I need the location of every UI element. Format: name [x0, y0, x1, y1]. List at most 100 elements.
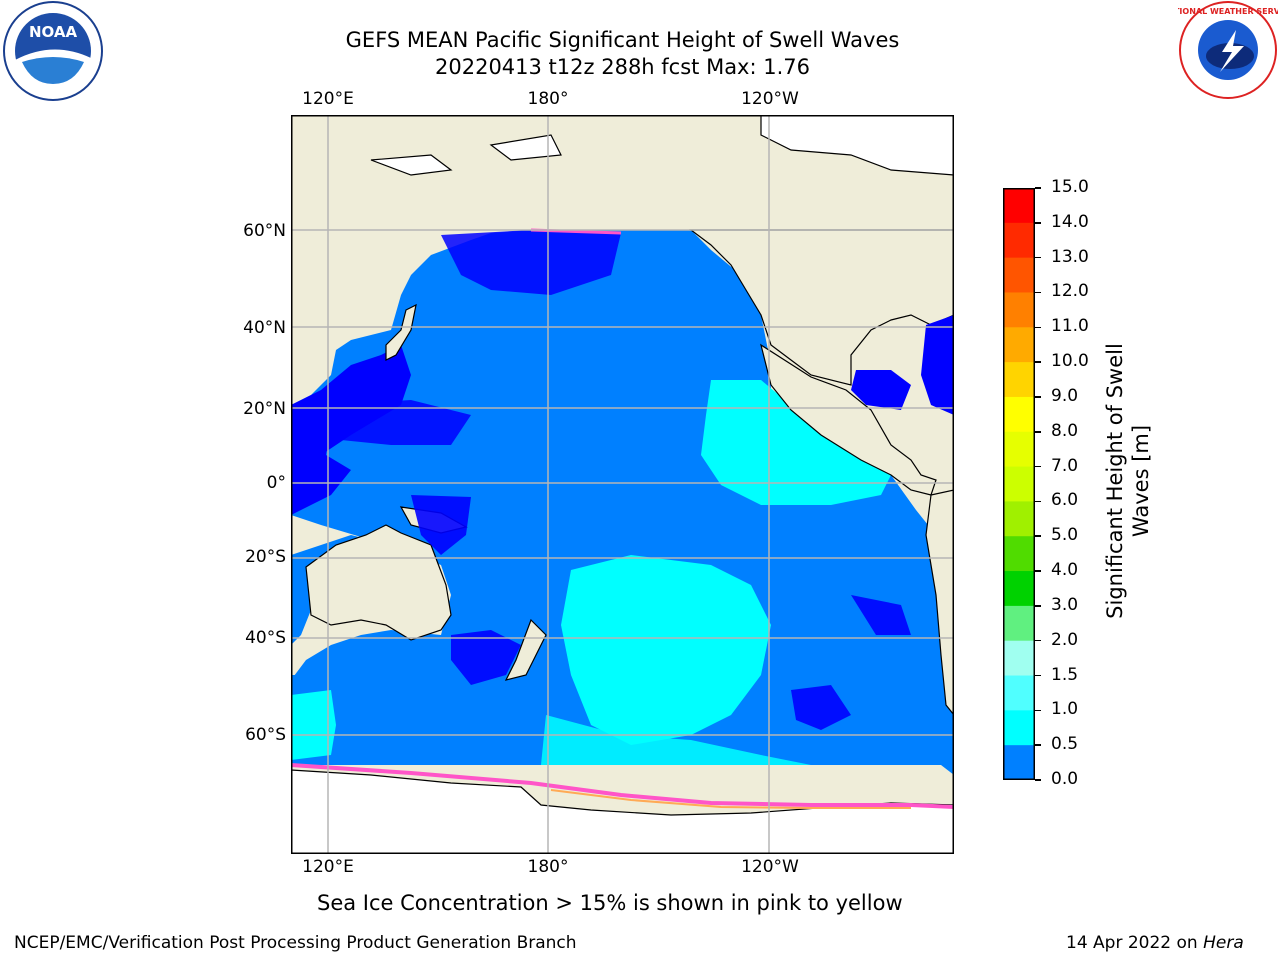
colorbar-tick-mark	[1035, 500, 1041, 503]
map-frame	[291, 115, 954, 854]
nws-logo: NATIONAL WEATHER SERVICE	[1162, 0, 1280, 100]
colorbar-tick-label: 10.0	[1051, 351, 1089, 372]
south-pacific-low	[791, 595, 911, 730]
southwest-swell	[291, 690, 336, 760]
colorbar-swatch	[1003, 466, 1035, 502]
colorbar-tick-label: 7.0	[1051, 455, 1079, 476]
colorbar-swatch	[1003, 745, 1035, 781]
colorbar-swatch	[1003, 605, 1035, 642]
footer-date-machine: 14 Apr 2022 on Hera	[1066, 933, 1244, 953]
colorbar-swatch	[1003, 536, 1035, 572]
colorbar-tick-label: 12.0	[1051, 281, 1089, 302]
colorbar-swatch	[1003, 396, 1035, 433]
colorbar-tick-label: 1.5	[1051, 664, 1079, 685]
colorbar-tick-mark	[1035, 709, 1041, 712]
colorbar-tick-mark	[1035, 674, 1041, 677]
colorbar-tick-label: 13.0	[1051, 246, 1089, 267]
colorbar-tick-label: 9.0	[1051, 385, 1079, 406]
colorbar	[1003, 188, 1035, 781]
lon-label-bottom-120e: 120°E	[302, 857, 354, 877]
colorbar-swatch	[1003, 640, 1035, 677]
atlantic-coast	[921, 315, 954, 415]
central-america-land	[760, 343, 937, 496]
east-pacific-swell	[701, 380, 891, 505]
lat-label-60n: 60°N	[243, 221, 286, 241]
colorbar-tick-label: 11.0	[1051, 316, 1089, 337]
footer-date: 14 Apr 2022 on	[1066, 933, 1198, 953]
colorbar-tick-label: 6.0	[1051, 490, 1079, 511]
colorbar-tick-mark	[1035, 431, 1041, 433]
colorbar-swatches	[1003, 188, 1035, 781]
map-panel	[291, 115, 954, 854]
colorbar-label-line1: Significant Height of Swell	[1103, 343, 1127, 619]
colorbar-tick-mark	[1035, 291, 1041, 294]
coral-sea-low	[411, 495, 471, 555]
footer-branch: NCEP/EMC/Verification Post Processing Pr…	[14, 933, 577, 953]
lon-label-bottom-120w: 120°W	[741, 857, 799, 877]
gulf-of-mexico	[851, 370, 911, 410]
chart-subtitle: 20220413 t12z 288h fcst Max: 1.76	[435, 55, 810, 79]
lon-label-bottom-180: 180°	[527, 857, 569, 877]
colorbar-tick-mark	[1035, 639, 1041, 642]
sea-ice-edge	[291, 763, 954, 809]
indian-ocean	[291, 535, 371, 645]
antarctica-land	[291, 769, 954, 854]
nws-logo-icon: NATIONAL WEATHER SERVICE	[1162, 1, 1280, 99]
colorbar-tick-mark	[1035, 535, 1041, 537]
colorbar-tick-mark	[1035, 465, 1041, 468]
footer-machine: Hera	[1203, 933, 1244, 953]
colorbar-tick-label: 5.0	[1051, 525, 1079, 546]
colorbar-tick-mark	[1035, 605, 1041, 607]
colorbar-tick-label: 0.5	[1051, 734, 1079, 755]
lat-label-40n: 40°N	[243, 318, 286, 338]
colorbar-tick-mark	[1035, 326, 1041, 329]
colorbar-swatch	[1003, 501, 1035, 537]
lat-label-0: 0°	[266, 473, 286, 493]
colorbar-label-line2: Waves [m]	[1129, 424, 1153, 538]
colorbar-tick-mark	[1035, 361, 1041, 363]
south-america-land	[925, 489, 954, 716]
colorbar-ticks: 15.0 14.0 13.0 12.0 11.0 10.0 9.0 8.0 7.0 6.0 5.0 4…	[1035, 177, 1115, 789]
lat-label-20s: 20°S	[245, 547, 286, 567]
colorbar-tick-label: 1.0	[1051, 699, 1079, 720]
australia-land	[305, 524, 452, 641]
new-zealand-land	[504, 618, 547, 681]
west-pacific-low	[331, 400, 471, 445]
lon-label-top-120w: 120°W	[741, 89, 799, 109]
lon-label-top-120e: 120°E	[302, 89, 354, 109]
south-pacific-swell	[561, 555, 771, 745]
lat-label-20n: 20°N	[243, 399, 286, 419]
lat-label-60s: 60°S	[245, 725, 286, 745]
colorbar-tick-mark	[1035, 256, 1041, 259]
southern-swell-band	[541, 715, 811, 765]
sea-ice-caption: Sea Ice Concentration > 15% is shown in …	[317, 891, 903, 915]
colorbar-tick-mark	[1035, 779, 1041, 781]
colorbar-swatch	[1003, 431, 1035, 468]
colorbar-swatch	[1003, 710, 1035, 746]
svg-text:NATIONAL WEATHER SERVICE: NATIONAL WEATHER SERVICE	[1178, 7, 1278, 16]
sea-ice-edge-inner	[550, 789, 911, 809]
lon-label-top-180: 180°	[527, 89, 569, 109]
colorbar-swatch	[1003, 362, 1035, 398]
colorbar-tick-mark	[1035, 396, 1041, 398]
north-pacific-low	[441, 230, 621, 295]
arctic-ice	[370, 115, 954, 176]
colorbar-tick-label: 8.0	[1051, 420, 1079, 441]
colorbar-tick-mark	[1035, 187, 1041, 189]
colorbar-swatch	[1003, 571, 1035, 607]
colorbar-tick-label: 15.0	[1051, 177, 1089, 197]
svg-text:NOAA: NOAA	[29, 23, 78, 41]
colorbar-swatch	[1003, 675, 1035, 711]
colorbar-tick-label: 2.0	[1051, 629, 1079, 650]
asia-shelf	[291, 345, 411, 460]
graticule	[291, 115, 954, 854]
colorbar-swatch	[1003, 222, 1035, 259]
lat-label-40s: 40°S	[245, 628, 286, 648]
colorbar-tick-mark	[1035, 744, 1041, 746]
colorbar-swatch	[1003, 292, 1035, 328]
colorbar-frame	[1003, 188, 1035, 780]
chart-title: GEFS MEAN Pacific Significant Height of …	[345, 28, 900, 52]
colorbar-tick-label: 3.0	[1051, 594, 1079, 615]
colorbar-tick-label: 0.0	[1051, 769, 1079, 789]
colorbar-swatch	[1003, 327, 1035, 363]
